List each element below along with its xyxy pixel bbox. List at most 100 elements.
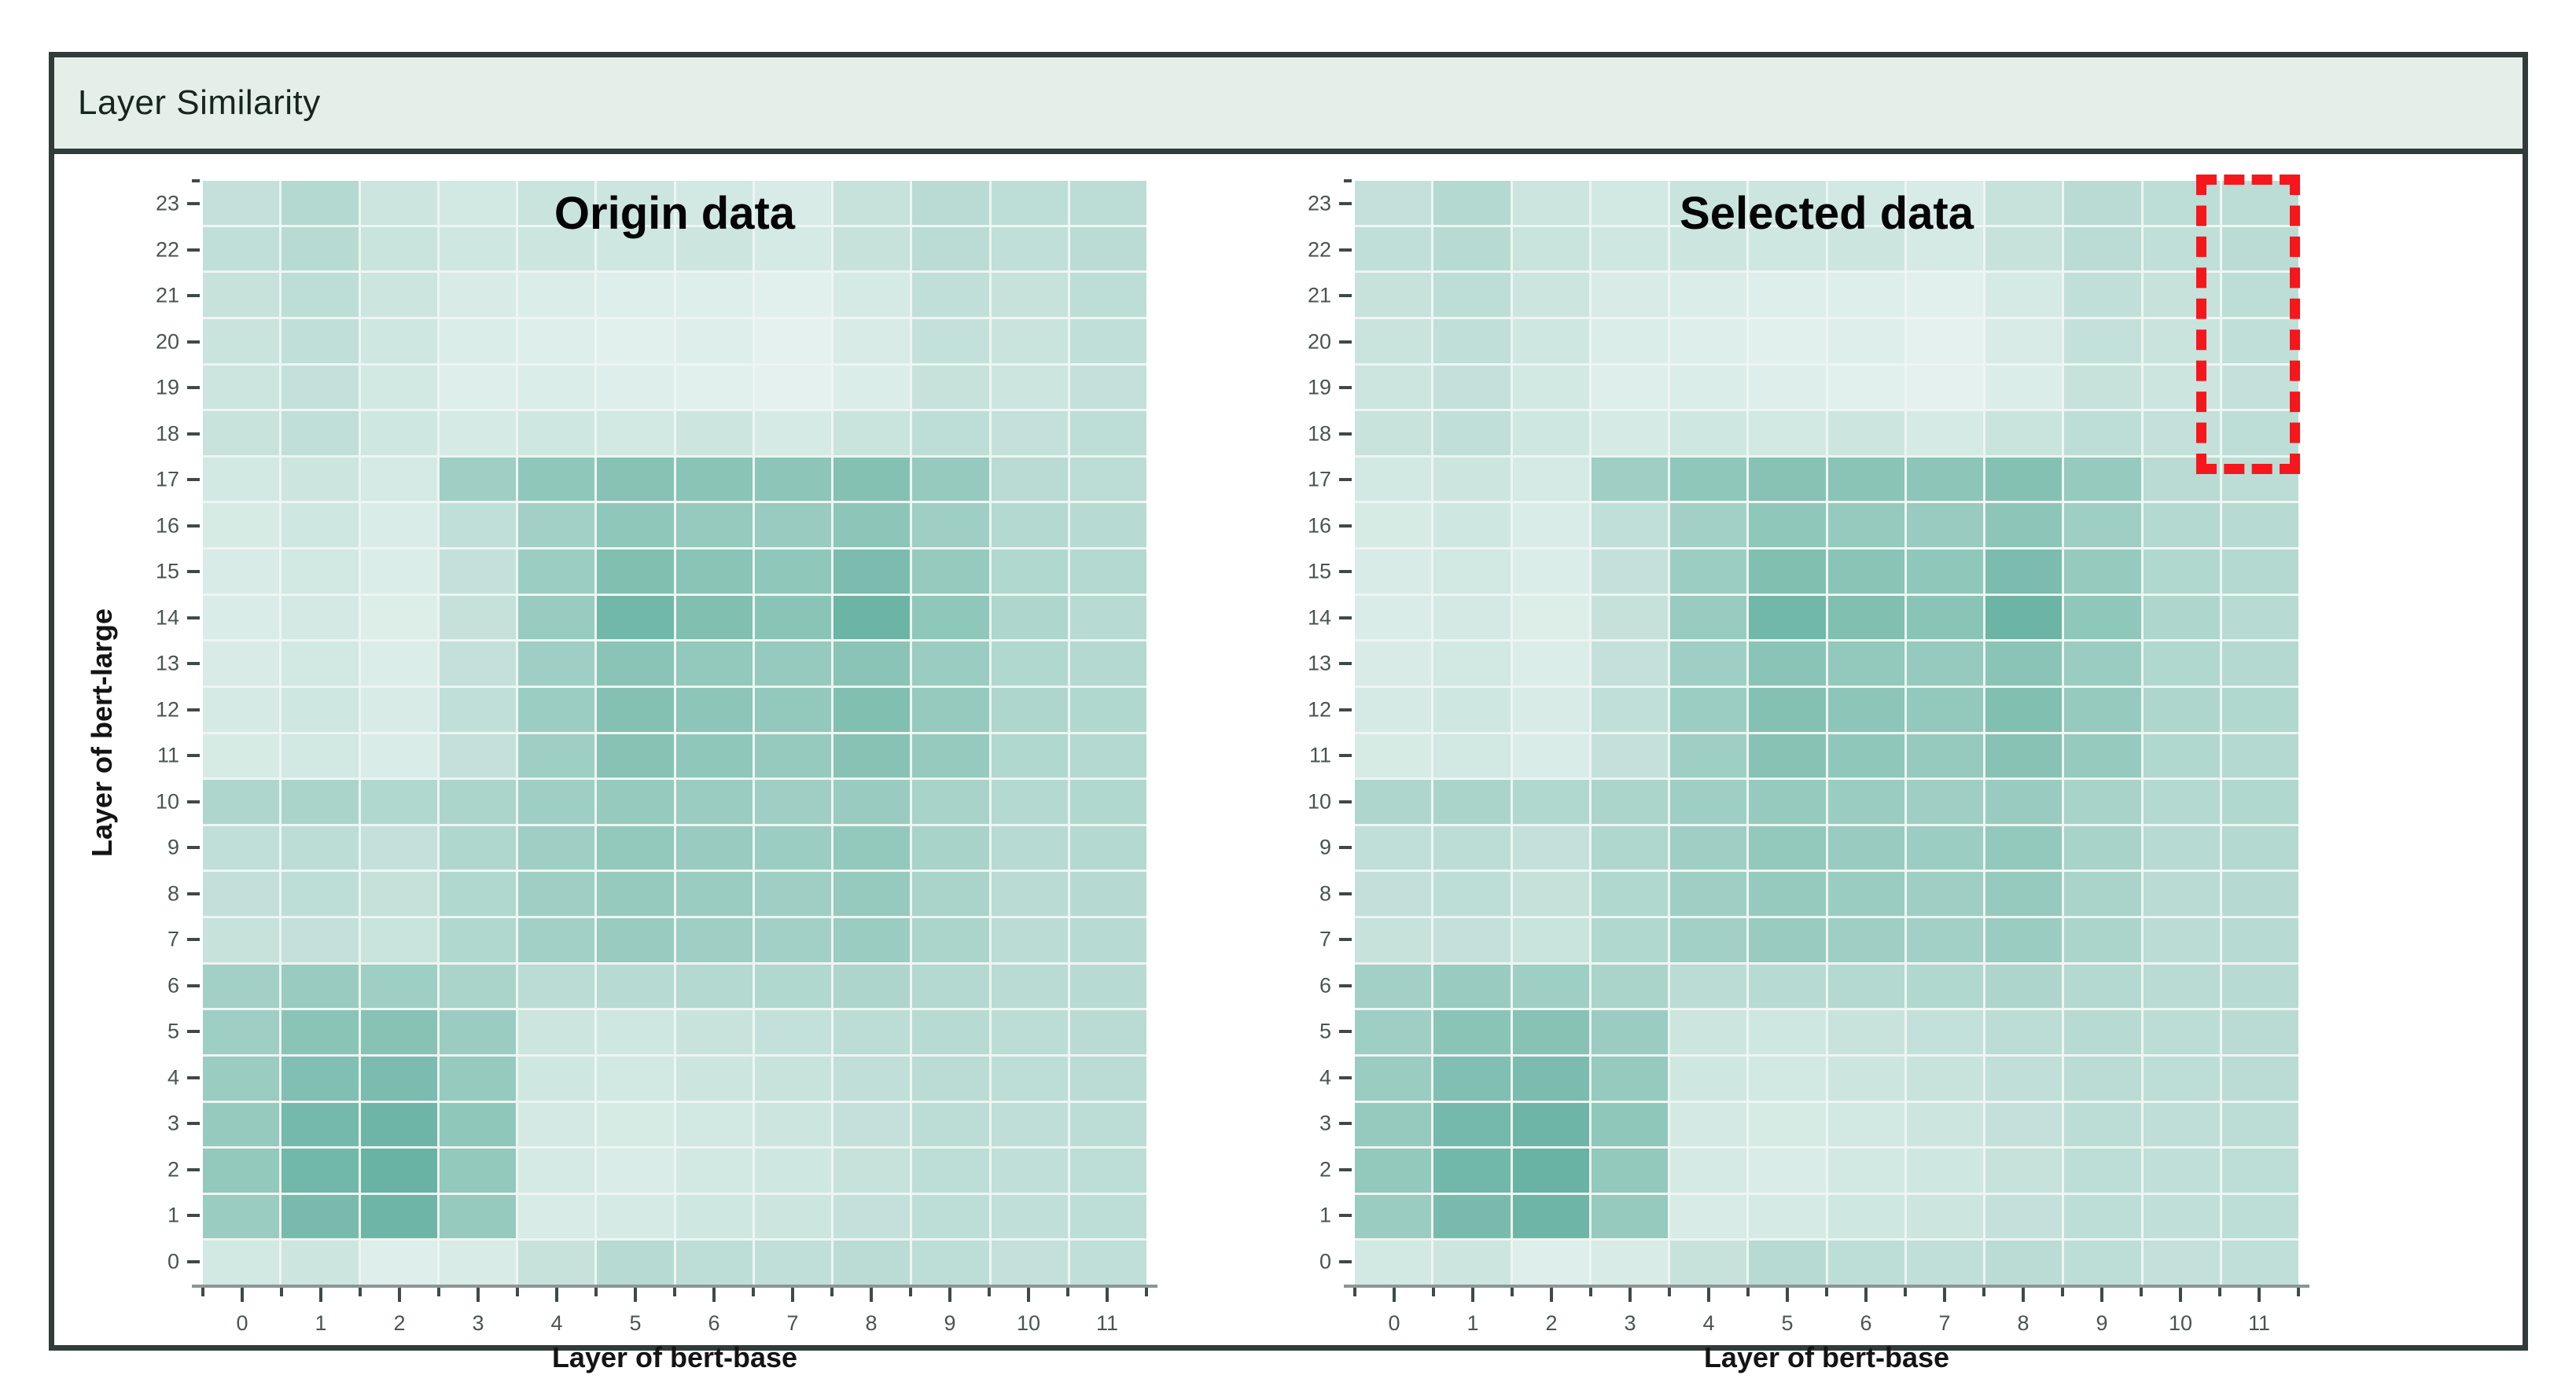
heatmap-cell <box>1433 687 1511 732</box>
heatmap-cell <box>1069 825 1146 870</box>
y-tick-label: 16 <box>155 513 179 538</box>
y-axis-tick <box>187 754 200 758</box>
heatmap-cell <box>1069 1194 1146 1239</box>
x-tick-label: 5 <box>1781 1311 1794 1335</box>
heatmap-cell <box>1591 550 1668 594</box>
heatmap-cell <box>1433 503 1511 547</box>
x-tick-label: 1 <box>1466 1311 1479 1335</box>
heatmap-cell <box>834 365 911 410</box>
heatmap-cell <box>1670 642 1747 686</box>
selected-heatmap-plot-area[interactable] <box>1355 181 2298 1285</box>
y-axis-tick <box>1339 340 1352 344</box>
heatmap-cell <box>2221 595 2298 640</box>
heatmap-cell <box>1069 318 1146 363</box>
heatmap-cell <box>1433 365 1511 410</box>
heatmap-cell <box>2143 1102 2220 1147</box>
heatmap-cell <box>360 1056 437 1101</box>
heatmap-cell <box>2064 872 2141 916</box>
x-tick-label: 4 <box>1702 1311 1715 1335</box>
y-axis-tick <box>187 1122 200 1126</box>
heatmap-cell <box>1355 964 1432 1009</box>
heatmap-cell <box>597 964 674 1009</box>
heatmap-cell <box>282 872 359 916</box>
heatmap-cell <box>1985 181 2063 225</box>
heatmap-cell <box>439 1102 516 1147</box>
heatmap-cell <box>1355 918 1432 962</box>
x-tick-label: 7 <box>1938 1311 1951 1335</box>
heatmap-cell <box>360 503 437 547</box>
heatmap-cell <box>1512 964 1589 1009</box>
origin-heatmap-plot-area[interactable] <box>203 181 1146 1285</box>
x-axis-tick <box>398 1288 401 1302</box>
heatmap-cell <box>1670 503 1747 547</box>
heatmap-cell <box>1670 181 1747 225</box>
y-axis-tick <box>187 846 200 850</box>
y-tick-label: 9 <box>167 835 179 859</box>
heatmap-cell <box>439 918 516 962</box>
heatmap-cell <box>518 1241 595 1285</box>
heatmap-cell <box>1985 595 2063 640</box>
heatmap-cell <box>282 780 359 824</box>
heatmap-cell <box>203 780 280 824</box>
heatmap-cell <box>1433 642 1511 686</box>
heatmap-cell <box>1433 318 1511 363</box>
y-tick-label: 10 <box>155 789 179 814</box>
heatmap-cell <box>912 1056 989 1101</box>
x-axis-line <box>192 1285 1157 1288</box>
y-axis-tick <box>1339 892 1352 895</box>
heatmap-cell <box>518 642 595 686</box>
heatmap-cell <box>1512 181 1589 225</box>
heatmap-cell <box>1749 503 1826 547</box>
y-axis-tick <box>187 386 200 390</box>
heatmap-cell <box>2064 1010 2141 1054</box>
heatmap-cell <box>834 642 911 686</box>
heatmap-cell <box>912 318 989 363</box>
heatmap-cell <box>1512 642 1589 686</box>
heatmap-cell <box>2221 273 2298 317</box>
heatmap-cell <box>2143 595 2220 640</box>
y-tick-label: 14 <box>155 605 179 630</box>
heatmap-cell <box>912 918 989 962</box>
heatmap-cell <box>1749 365 1826 410</box>
heatmap-cell <box>439 1241 516 1285</box>
heatmap-cell <box>203 1102 280 1147</box>
heatmap-cell <box>754 411 831 455</box>
y-axis-tick <box>187 1030 200 1034</box>
heatmap-cell <box>754 872 831 916</box>
heatmap-cell <box>1827 457 1904 502</box>
y-axis-tick <box>1339 846 1352 850</box>
heatmap-cell <box>1512 273 1589 317</box>
heatmap-cell <box>1591 1149 1668 1193</box>
heatmap-cell <box>1591 1194 1668 1239</box>
heatmap-cell <box>2143 642 2220 686</box>
heatmap-cell <box>439 503 516 547</box>
x-axis-minor-tick <box>2140 1288 2143 1296</box>
heatmap-cell <box>1591 780 1668 824</box>
heatmap-cell <box>1906 1241 1983 1285</box>
heatmap-cell <box>2064 273 2141 317</box>
heatmap-cell <box>1749 181 1826 225</box>
heatmap-cell <box>1827 825 1904 870</box>
x-axis-tick <box>241 1288 244 1302</box>
heatmap-cell <box>2221 733 2298 778</box>
x-axis-minor-tick <box>1353 1288 1356 1296</box>
heatmap-cell <box>439 1010 516 1054</box>
x-tick-label: 0 <box>1388 1311 1400 1335</box>
heatmap-cell <box>1985 1102 2063 1147</box>
heatmap-cell <box>991 687 1068 732</box>
heatmap-cell <box>518 1056 595 1101</box>
heatmap-cell <box>1985 1056 2063 1101</box>
y-tick-label: 2 <box>167 1157 179 1182</box>
y-tick-label: 4 <box>1319 1065 1331 1090</box>
heatmap-cell <box>1512 825 1589 870</box>
heatmap-cell <box>1670 1102 1747 1147</box>
heatmap-cell <box>282 1102 359 1147</box>
heatmap-cell <box>360 318 437 363</box>
heatmap-cell <box>1069 918 1146 962</box>
heatmap-cell <box>2143 964 2220 1009</box>
heatmap-cell <box>1749 226 1826 271</box>
heatmap-cell <box>439 1149 516 1193</box>
heatmap-cell <box>754 825 831 870</box>
heatmap-cell <box>912 780 989 824</box>
heatmap-cell <box>518 687 595 732</box>
